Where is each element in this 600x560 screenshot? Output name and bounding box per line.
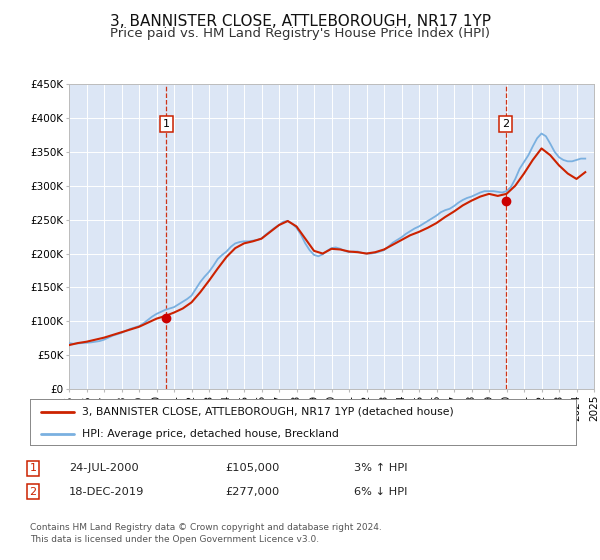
Text: 3% ↑ HPI: 3% ↑ HPI: [354, 463, 407, 473]
Text: 3, BANNISTER CLOSE, ATTLEBOROUGH, NR17 1YP (detached house): 3, BANNISTER CLOSE, ATTLEBOROUGH, NR17 1…: [82, 407, 454, 417]
Text: Contains HM Land Registry data © Crown copyright and database right 2024.: Contains HM Land Registry data © Crown c…: [30, 523, 382, 532]
Text: Price paid vs. HM Land Registry's House Price Index (HPI): Price paid vs. HM Land Registry's House …: [110, 27, 490, 40]
Text: £105,000: £105,000: [225, 463, 280, 473]
Text: 1: 1: [29, 463, 37, 473]
Text: £277,000: £277,000: [225, 487, 279, 497]
Text: This data is licensed under the Open Government Licence v3.0.: This data is licensed under the Open Gov…: [30, 535, 319, 544]
Text: 2: 2: [502, 119, 509, 129]
Text: 3, BANNISTER CLOSE, ATTLEBOROUGH, NR17 1YP: 3, BANNISTER CLOSE, ATTLEBOROUGH, NR17 1…: [110, 14, 491, 29]
Text: 6% ↓ HPI: 6% ↓ HPI: [354, 487, 407, 497]
Text: 24-JUL-2000: 24-JUL-2000: [69, 463, 139, 473]
Text: 2: 2: [29, 487, 37, 497]
Text: 18-DEC-2019: 18-DEC-2019: [69, 487, 145, 497]
Text: 1: 1: [163, 119, 170, 129]
Text: HPI: Average price, detached house, Breckland: HPI: Average price, detached house, Brec…: [82, 429, 339, 438]
